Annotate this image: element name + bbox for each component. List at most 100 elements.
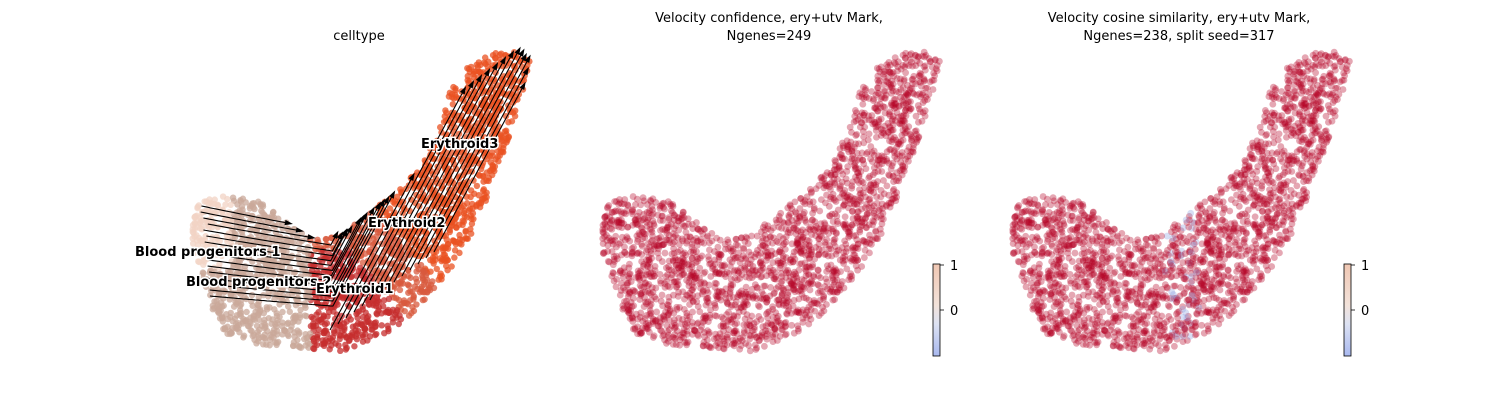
cell-point <box>609 269 616 276</box>
cell-point <box>443 245 449 251</box>
cell-point <box>671 325 678 332</box>
cell-point <box>874 73 881 80</box>
cell-point <box>853 244 860 251</box>
cell-point <box>836 163 843 170</box>
cell-point <box>233 312 239 318</box>
cell-point <box>636 328 643 335</box>
cell-point <box>902 55 909 62</box>
cell-point <box>819 288 826 295</box>
cell-point <box>634 238 641 245</box>
cell-point <box>816 250 823 257</box>
cell-point <box>196 202 202 208</box>
cell-point <box>624 308 631 315</box>
cell-point <box>628 299 635 306</box>
cell-point <box>607 225 614 232</box>
cell-point <box>231 261 237 267</box>
cell-point <box>800 248 807 255</box>
cell-point <box>413 301 419 307</box>
cell-point <box>621 249 628 256</box>
cell-point <box>240 334 246 340</box>
cell-point <box>474 62 480 68</box>
cell-point <box>342 342 348 348</box>
cell-point <box>646 209 653 216</box>
cell-point <box>390 199 396 205</box>
cell-point <box>887 199 894 206</box>
cell-point <box>853 236 860 243</box>
cell-point <box>826 203 833 210</box>
cell-point <box>438 276 444 282</box>
cell-point <box>896 120 903 127</box>
cell-point <box>255 338 261 344</box>
cell-point <box>469 205 475 211</box>
cell-point <box>630 193 637 200</box>
cell-point <box>215 202 221 208</box>
cell-point <box>732 254 739 261</box>
cell-point <box>191 233 197 239</box>
cell-point <box>711 336 718 343</box>
cell-point <box>420 269 426 275</box>
cell-point <box>824 182 831 189</box>
cell-point <box>448 263 454 269</box>
cell-point <box>689 309 696 316</box>
cell-point <box>820 175 827 182</box>
cell-point <box>800 199 807 206</box>
cell-point <box>874 107 881 114</box>
cell-point <box>385 326 391 332</box>
cell-point <box>294 327 300 333</box>
cell-point <box>697 255 704 262</box>
cell-point <box>235 299 241 305</box>
cell-point <box>773 315 780 322</box>
cell-point <box>706 300 713 307</box>
cell-point <box>716 288 723 295</box>
cell-point <box>681 296 688 303</box>
cell-point <box>660 241 667 248</box>
cell-point <box>775 224 782 231</box>
cell-point <box>703 287 710 294</box>
cell-point <box>848 276 855 283</box>
cell-point <box>761 343 768 350</box>
cell-point <box>635 230 642 237</box>
cell-point <box>220 193 226 199</box>
cell-point <box>866 249 873 256</box>
cell-point <box>480 173 486 179</box>
cell-point <box>876 66 883 73</box>
cell-point <box>323 236 329 242</box>
cell-point <box>811 204 818 211</box>
cell-point <box>754 247 761 254</box>
cell-point <box>863 165 870 172</box>
cell-point <box>332 340 338 346</box>
cell-point <box>742 238 749 245</box>
cell-point <box>396 321 402 327</box>
cell-point <box>717 330 724 337</box>
cell-point <box>442 113 448 119</box>
cell-point <box>879 205 886 212</box>
cell-point <box>197 225 203 231</box>
cell-point <box>721 338 728 345</box>
cell-point <box>803 229 810 236</box>
cell-point <box>258 202 264 208</box>
cell-point <box>913 127 920 134</box>
cell-point <box>686 233 693 240</box>
cell-point <box>685 215 692 222</box>
cell-point <box>271 306 277 312</box>
cell-point <box>921 54 928 61</box>
cell-point <box>874 200 881 207</box>
cell-point <box>461 219 467 225</box>
panel-velocity-cosine-similarity: Velocity cosine similarity, ery+utv Mark… <box>1009 11 1369 356</box>
cell-point <box>772 250 779 257</box>
cell-point <box>760 235 767 242</box>
cell-point <box>674 278 681 285</box>
cell-point <box>297 307 303 313</box>
cell-point <box>447 229 453 235</box>
cell-point <box>860 84 867 91</box>
cell-point <box>728 281 735 288</box>
cell-point <box>636 296 643 303</box>
cell-point <box>820 294 827 301</box>
cell-point <box>848 185 855 192</box>
cell-point <box>810 198 817 205</box>
cell-point <box>227 314 233 320</box>
cell-point <box>450 237 456 243</box>
cell-point <box>629 318 636 325</box>
cell-point <box>806 254 813 261</box>
cell-point <box>749 292 756 299</box>
